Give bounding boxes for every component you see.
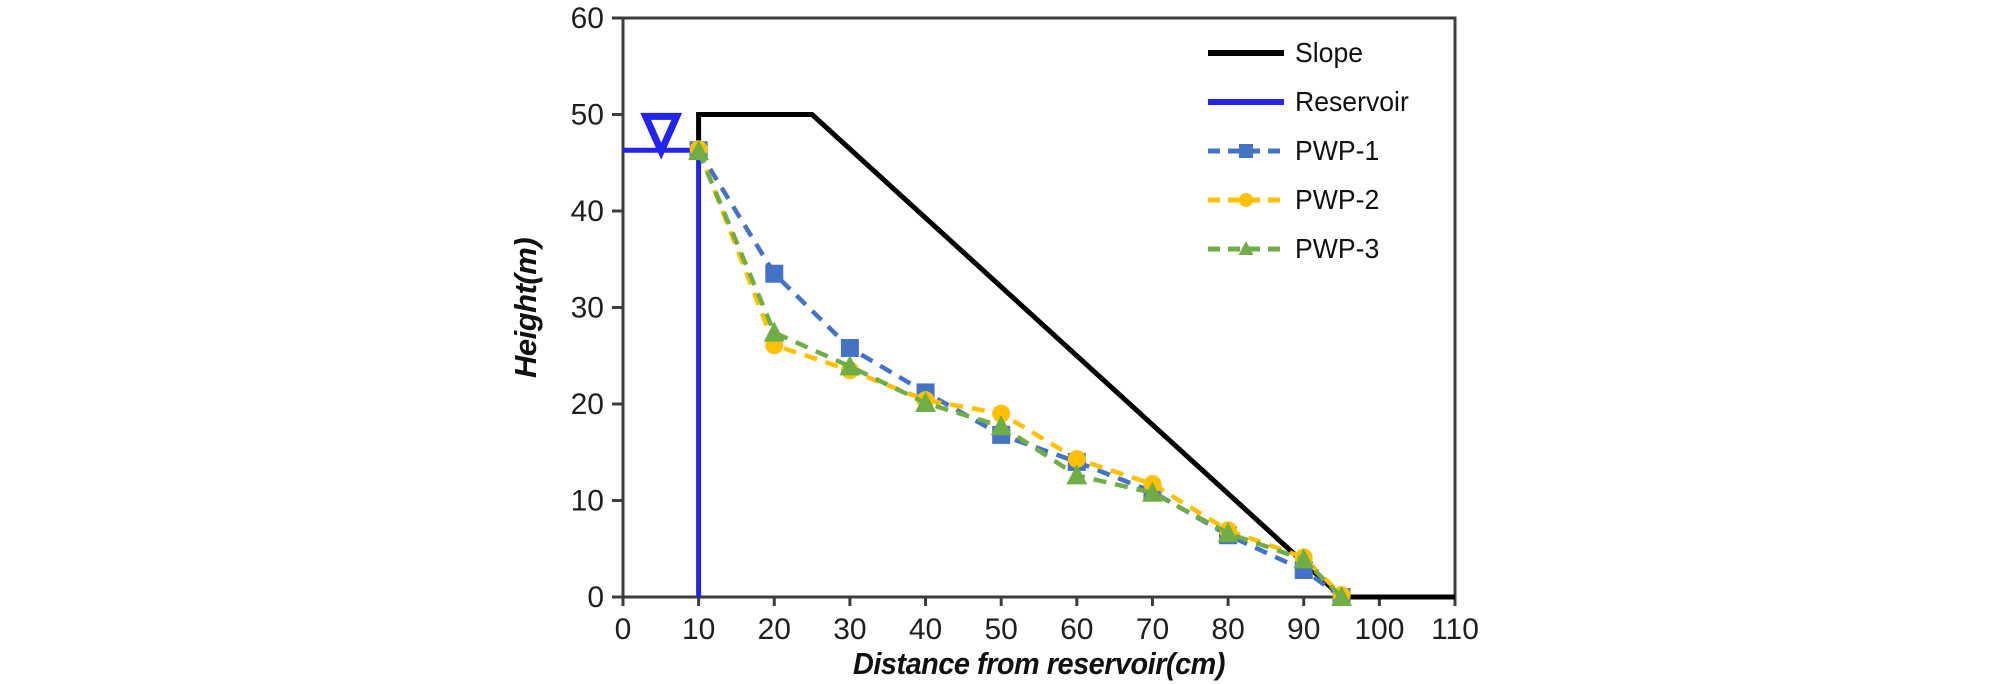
series-line-PWP-3 (696, 150, 1344, 599)
legend-label-PWP-1: PWP-1 (1295, 134, 1380, 166)
x-tick-label: 100 (1354, 613, 1404, 646)
x-tick-label: 0 (615, 613, 632, 646)
legend: Slope Reservoir PWP-1 PWP-2 PWP-3 (1206, 28, 1415, 273)
x-tick-label: 10 (682, 613, 715, 646)
y-tick-label: 30 (571, 292, 604, 325)
x-tick-label: 40 (909, 613, 942, 646)
water-level-icon (640, 112, 683, 160)
legend-label-PWP-2: PWP-2 (1295, 183, 1380, 215)
series-line-Slope (696, 112, 1455, 600)
legend-marker-PWP-3 (1238, 240, 1254, 255)
series-PWP-3-marker (990, 415, 1012, 436)
y-tick-label: 40 (571, 195, 604, 228)
legend-marker-PWP-2 (1239, 192, 1253, 207)
legend-sample-Reservoir (1208, 98, 1284, 105)
series-PWP-1-marker (840, 339, 859, 358)
series-PWP-3-marker (839, 355, 861, 376)
series-PWP-2-marker (1067, 450, 1086, 469)
legend-sample-PWP-3 (1208, 240, 1284, 255)
series-PWP-2-marker (992, 404, 1011, 423)
series-PWP-3-marker (688, 140, 710, 161)
x-axis-title: Distance from reservoir(cm) (853, 646, 1225, 681)
legend-label-PWP-3: PWP-3 (1295, 232, 1380, 264)
legend-label-Slope: Slope (1295, 36, 1364, 68)
series-PWP-3-marker (1331, 585, 1352, 606)
series-line-PWP-2 (696, 148, 1344, 597)
legend-sample-PWP-2 (1208, 192, 1284, 207)
y-tick-label: 0 (587, 581, 604, 614)
legend-marker-PWP-1 (1239, 143, 1253, 158)
legend-sample-Slope (1208, 49, 1284, 56)
y-tick-label: 50 (571, 99, 604, 132)
x-tick-label: 90 (1287, 613, 1320, 646)
legend-label-Reservoir: Reservoir (1295, 85, 1409, 117)
x-tick-label: 20 (758, 613, 791, 646)
x-tick-label: 110 (1431, 613, 1479, 646)
y-tick-label: 20 (571, 388, 604, 421)
legend-entry-Reservoir: Reservoir (1206, 77, 1415, 126)
y-tick-label: 10 (571, 485, 604, 518)
x-tick-label: 60 (1060, 613, 1093, 646)
x-tick-label: 50 (984, 613, 1017, 646)
x-tick-label: 70 (1136, 613, 1169, 646)
series-PWP-1-marker (765, 264, 784, 283)
x-tick-label: 30 (833, 613, 866, 646)
legend-entry-PWP-2: PWP-2 (1206, 175, 1415, 224)
legend-entry-PWP-1: PWP-1 (1206, 126, 1415, 175)
legend-sample-PWP-1 (1208, 143, 1284, 158)
series-PWP-3-marker (763, 321, 785, 342)
series-PWP-3-marker (1066, 464, 1088, 485)
y-tick-label: 60 (571, 2, 604, 35)
legend-entry-Slope: Slope (1206, 28, 1415, 77)
series-PWP-3-marker (1142, 481, 1163, 502)
legend-entry-PWP-3: PWP-3 (1206, 224, 1415, 273)
y-axis-title: Height(m) (508, 237, 543, 378)
series-PWP-3-marker (915, 391, 936, 413)
x-tick-label: 80 (1211, 613, 1244, 646)
series-line-Reservoir (623, 147, 702, 597)
series-PWP-3-marker (1293, 548, 1315, 569)
series-PWP-3-marker (1217, 522, 1239, 543)
